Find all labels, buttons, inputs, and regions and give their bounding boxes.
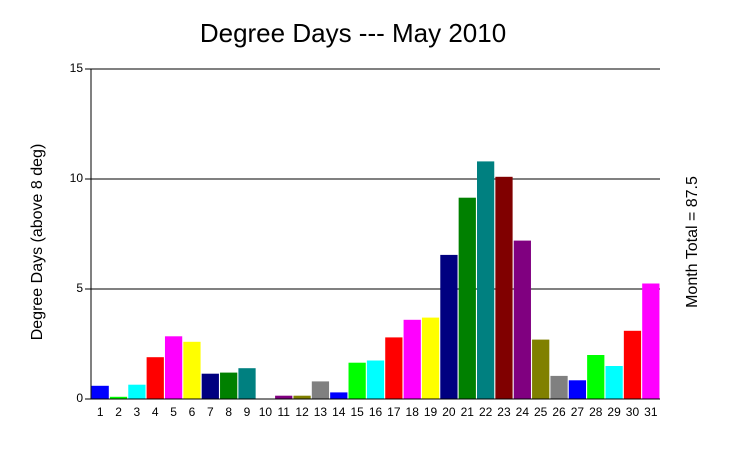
bar [164,336,183,399]
bar [183,341,201,399]
bar [623,330,642,399]
x-tick-label: 6 [189,405,196,419]
x-tick-label: 21 [461,405,475,419]
x-tick-label: 12 [295,405,309,419]
x-tick-label: 29 [607,405,621,419]
x-tick-label: 22 [479,405,493,419]
x-tick-label: 16 [369,405,383,419]
bar [275,395,293,399]
bar [146,357,164,399]
bar [440,254,458,399]
x-tick-label: 3 [134,405,141,419]
bar [348,362,366,399]
x-tick-label: 25 [534,405,548,419]
x-tick-label: 11 [277,405,290,419]
x-tick-label: 2 [115,405,122,419]
y-tick-label: 15 [70,61,84,75]
bar [642,283,660,399]
bar [605,366,623,399]
x-tick-label: 19 [424,405,438,419]
bar [495,176,513,399]
x-tick-label: 7 [207,405,214,419]
bar [477,161,495,399]
bar [568,380,587,399]
x-tick-label: 27 [571,405,585,419]
bar [458,197,476,399]
bar [293,395,311,399]
x-tick-label: 18 [406,405,420,419]
bar [201,373,219,399]
x-tick-label: 30 [626,405,640,419]
bar [550,375,568,399]
chart-title: Degree Days --- May 2010 [200,18,506,48]
y-tick-label: 10 [70,171,84,185]
x-tick-label: 24 [516,405,530,419]
x-tick-label: 14 [332,405,346,419]
bar [403,319,421,399]
x-tick-label: 4 [152,405,159,419]
x-tick-label: 15 [350,405,364,419]
y-tick-label: 0 [76,391,83,405]
x-tick-label: 31 [644,405,658,419]
x-tick-label: 9 [244,405,251,419]
bar [311,381,330,399]
x-tick-label: 1 [97,405,104,419]
bar [385,337,403,399]
x-tick-label: 8 [225,405,232,419]
bar [128,384,146,399]
x-tick-label: 10 [259,405,273,419]
bar [587,355,605,399]
x-tick-label: 5 [170,405,177,419]
y-tick-label: 5 [76,281,83,295]
bar [238,368,256,399]
bar [366,360,385,399]
bar [109,396,128,399]
bar [421,317,440,399]
x-tick-label: 20 [442,405,456,419]
bar [532,339,550,399]
bar [91,385,109,399]
y-axis-label: Degree Days (above 8 deg) [29,144,46,341]
bar [513,240,531,399]
x-tick-label: 13 [314,405,328,419]
x-tick-label: 28 [589,405,603,419]
bar [220,372,238,399]
x-tick-label: 17 [387,405,401,419]
annotation: Month Total = 87.5 [684,176,701,308]
x-tick-label: 23 [497,405,511,419]
bar [330,392,348,399]
x-tick-label: 26 [552,405,566,419]
